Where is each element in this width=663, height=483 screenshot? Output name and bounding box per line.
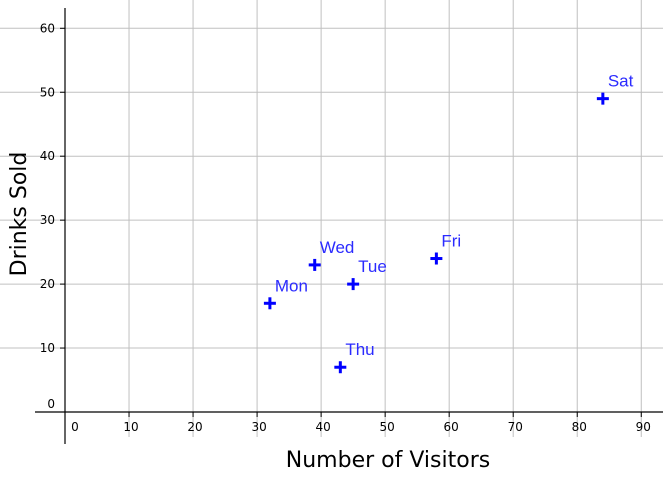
x-tick-label-20: 20 [187, 420, 202, 434]
point-label-mon: Mon [275, 276, 308, 295]
y-tick-label-50: 50 [40, 85, 55, 99]
x-tick-label-30: 30 [251, 420, 266, 434]
x-tick-label-40: 40 [315, 420, 330, 434]
y-tick-label-60: 60 [40, 21, 55, 35]
x-tick-label-50: 50 [380, 420, 395, 434]
data-point-fri: Fri [430, 232, 461, 265]
tick-labels: 0 10 20 30 40 50 60 70 80 90 0 10 20 30 40 50 60 [40, 21, 651, 434]
point-label-fri: Fri [441, 232, 461, 251]
axes [35, 8, 663, 444]
y-tick-label-20: 20 [40, 277, 55, 291]
point-label-sat: Sat [608, 72, 634, 91]
point-label-wed: Wed [320, 238, 355, 257]
y-axis-title: Drinks Sold [7, 152, 32, 277]
x-tick-label-60: 60 [444, 420, 459, 434]
data-point-wed: Wed [308, 238, 355, 271]
x-tick-label-0: 0 [71, 420, 79, 434]
x-tick-label-10: 10 [123, 420, 138, 434]
x-tick-label-70: 70 [508, 420, 523, 434]
x-tick-label-80: 80 [572, 420, 587, 434]
y-tick-label-40: 40 [40, 149, 55, 163]
y-tick-label-0: 0 [47, 397, 55, 411]
point-label-thu: Thu [345, 340, 374, 359]
x-tick-label-90: 90 [636, 420, 651, 434]
y-tick-label-10: 10 [40, 341, 55, 355]
data-point-tue: Tue [347, 257, 387, 291]
y-tick-label-30: 30 [40, 213, 55, 227]
grid-lines [0, 0, 663, 437]
data-point-mon: Mon [263, 276, 308, 310]
point-label-tue: Tue [358, 257, 387, 276]
data-point-thu: Thu [334, 340, 375, 374]
x-axis-title: Number of Visitors [286, 448, 490, 473]
data-point-sat: Sat [596, 72, 634, 105]
